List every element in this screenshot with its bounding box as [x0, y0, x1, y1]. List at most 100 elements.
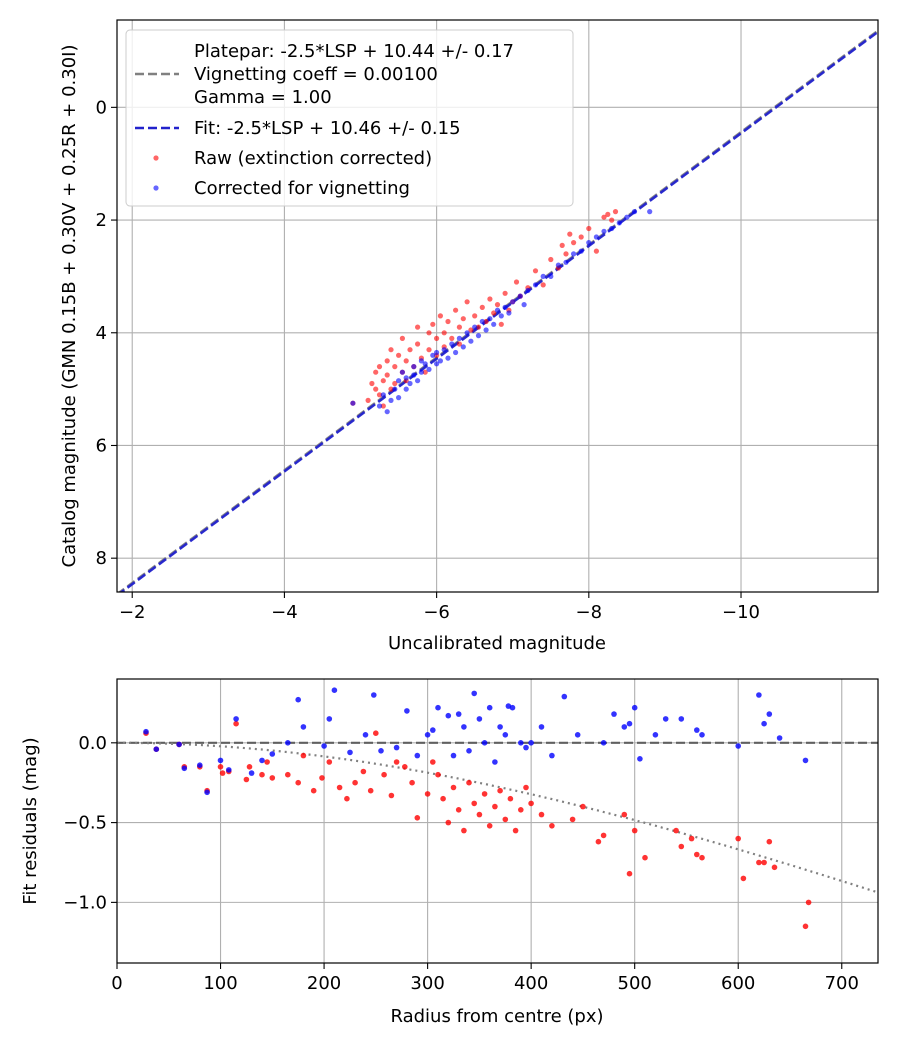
- y-tick-label: 2: [96, 210, 107, 231]
- x-tick-label: 300: [410, 973, 444, 994]
- bottom-frame: [116, 678, 879, 964]
- corrected-point: [449, 341, 455, 347]
- raw-point: [498, 321, 504, 327]
- raw-point: [393, 759, 400, 765]
- corrected-point: [766, 711, 773, 717]
- raw-point: [481, 791, 488, 797]
- legend-box: [125, 29, 574, 207]
- corrected-point: [476, 716, 483, 722]
- corrected-point: [321, 743, 327, 749]
- bottom-xlabel: Radius from centre (px): [390, 1006, 603, 1027]
- corrected-point: [528, 740, 534, 746]
- corrected-point: [624, 214, 630, 220]
- corrected-point: [453, 349, 459, 356]
- corrected-point: [600, 740, 607, 746]
- raw-point: [380, 403, 386, 409]
- corrected-point: [393, 744, 400, 751]
- corrected-point: [497, 724, 503, 730]
- raw-point: [456, 324, 462, 330]
- corrected-point: [403, 386, 409, 392]
- corrected-point: [694, 727, 700, 733]
- raw-point: [678, 843, 685, 850]
- raw-point: [376, 392, 383, 398]
- raw-point: [771, 864, 778, 871]
- corrected-point: [601, 228, 607, 234]
- raw-point: [609, 217, 615, 223]
- corrected-point: [626, 720, 633, 727]
- corrected-point: [479, 318, 485, 325]
- raw-point: [612, 209, 619, 215]
- corrected-point: [776, 735, 783, 741]
- corrected-point: [362, 732, 369, 738]
- raw-point: [549, 823, 555, 829]
- corrected-point: [295, 696, 302, 703]
- corrected-point: [574, 732, 581, 738]
- corrected-point: [181, 765, 188, 772]
- raw-point: [468, 327, 474, 333]
- corrected-point: [418, 369, 424, 375]
- corrected-point: [647, 209, 653, 215]
- corrected-point: [510, 299, 516, 305]
- corrected-point: [388, 397, 394, 403]
- raw-point: [491, 310, 497, 316]
- corrected-point: [561, 693, 568, 700]
- corrected-point: [735, 743, 741, 749]
- corrected-point: [445, 712, 452, 719]
- raw-point: [352, 779, 358, 786]
- raw-point: [388, 386, 394, 392]
- x-tick-label: −4: [271, 602, 298, 623]
- corrected-point: [678, 716, 685, 722]
- raw-point: [595, 838, 602, 845]
- raw-point: [426, 347, 432, 353]
- raw-point: [464, 299, 470, 305]
- raw-point: [486, 823, 493, 829]
- corrected-point: [662, 716, 669, 722]
- raw-point: [402, 764, 408, 770]
- raw-point: [472, 313, 478, 319]
- corrected-point: [418, 358, 424, 364]
- corrected-point: [424, 732, 431, 738]
- corrected-point: [472, 324, 478, 330]
- raw-point: [601, 214, 607, 220]
- raw-point: [621, 811, 628, 818]
- corrected-point: [481, 740, 488, 746]
- corrected-point: [517, 293, 523, 299]
- corrected-point: [426, 366, 432, 372]
- corrected-point: [300, 724, 307, 730]
- raw-point: [502, 290, 508, 296]
- raw-point: [310, 787, 317, 794]
- corrected-point: [411, 372, 417, 378]
- legend-raw-label: Raw (extinction corrected): [194, 148, 432, 169]
- corrected-point: [445, 355, 451, 361]
- corrected-point: [609, 225, 615, 232]
- corrected-point: [549, 752, 555, 759]
- raw-point: [563, 251, 569, 257]
- raw-point: [441, 330, 447, 336]
- corrected-point: [491, 321, 497, 327]
- raw-point: [376, 364, 383, 370]
- bottom-ticks: 0 100 200 300 400 500 600 700 0.0 −0.5 −1.0: [63, 733, 859, 994]
- raw-point: [381, 771, 387, 778]
- corrected-point: [593, 234, 600, 240]
- corrected-point: [637, 756, 643, 762]
- corrected-point: [502, 732, 509, 738]
- raw-point: [567, 231, 573, 237]
- raw-point: [384, 372, 390, 378]
- raw-point: [326, 759, 333, 765]
- bottom-scatter-points: [143, 687, 812, 930]
- raw-point: [735, 835, 741, 842]
- corrected-point: [396, 395, 402, 401]
- corrected-point: [350, 400, 356, 406]
- x-tick-label: 200: [307, 973, 341, 994]
- corrected-point: [226, 767, 232, 773]
- corrected-point: [380, 392, 386, 398]
- raw-point: [336, 784, 343, 791]
- corrected-point: [502, 304, 508, 310]
- raw-point: [513, 279, 520, 285]
- corrected-point: [464, 330, 470, 336]
- raw-point: [631, 827, 638, 834]
- y-tick-label: 0: [96, 97, 107, 118]
- raw-point: [285, 771, 291, 778]
- raw-point: [688, 835, 695, 842]
